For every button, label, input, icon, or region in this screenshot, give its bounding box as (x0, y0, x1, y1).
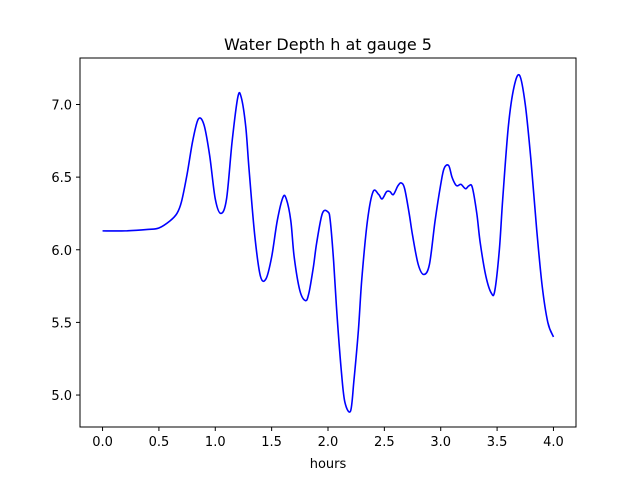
y-tick-label: 5.0 (51, 389, 72, 404)
x-axis-label: hours (310, 457, 347, 472)
x-tick-label: 3.0 (430, 435, 451, 450)
y-tick-label: 5.5 (51, 316, 72, 331)
x-tick-label: 4.0 (543, 435, 564, 450)
y-tick-label: 6.0 (51, 244, 72, 259)
x-axis: 0.0 0.5 1.0 1.5 2.0 2.5 3.0 3.5 4.0 (92, 427, 564, 450)
x-tick-label: 0.5 (149, 435, 170, 450)
x-tick-label: 2.0 (318, 435, 339, 450)
chart-title: Water Depth h at gauge 5 (224, 35, 432, 54)
axes-frame (79, 57, 577, 428)
x-tick-label: 1.0 (205, 435, 226, 450)
y-axis: 5.0 5.5 6.0 6.5 7.0 (51, 98, 80, 404)
series-line (102, 73, 555, 413)
x-tick-label: 0.0 (92, 435, 113, 450)
y-tick-label: 6.5 (51, 171, 72, 186)
plot-area (102, 73, 555, 413)
x-tick-label: 1.5 (261, 435, 282, 450)
x-tick-label: 3.5 (487, 435, 508, 450)
x-tick-label: 2.5 (374, 435, 395, 450)
y-tick-label: 7.0 (51, 98, 72, 113)
